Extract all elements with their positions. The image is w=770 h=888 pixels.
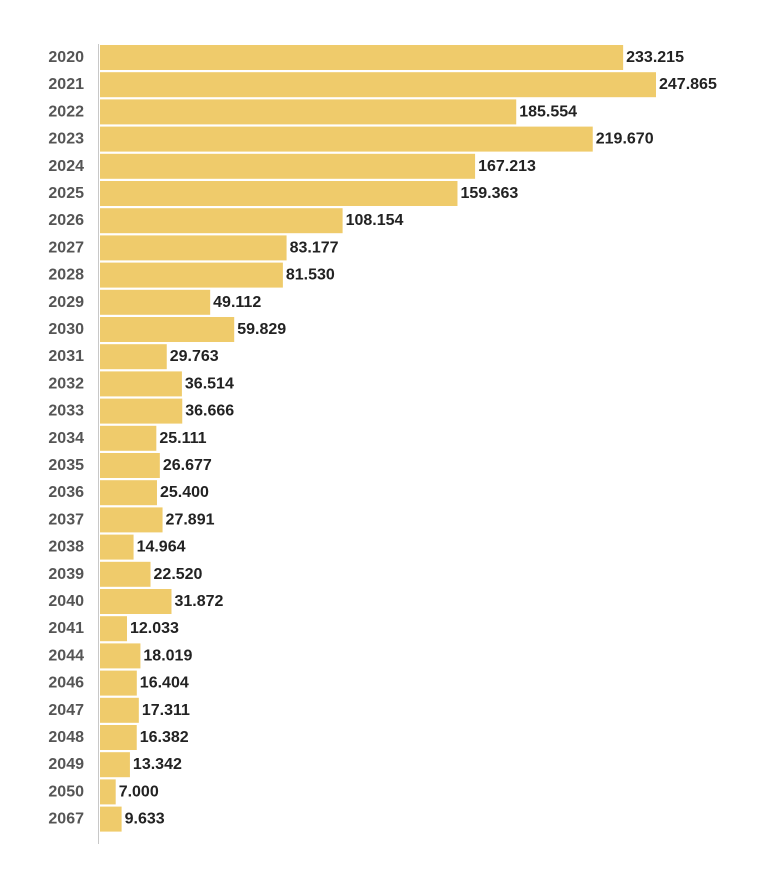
bar-2041	[100, 616, 127, 642]
bar-2040	[100, 589, 172, 614]
value-label-2025: 159.363	[460, 185, 518, 202]
value-label-2049: 13.342	[133, 756, 182, 773]
value-label-2028: 81.530	[286, 267, 335, 284]
bar-2025	[100, 181, 458, 206]
value-label-2021: 247.865	[659, 76, 717, 93]
bar-2035	[100, 453, 160, 478]
category-label-2050: 2050	[48, 783, 84, 800]
category-label-2038: 2038	[48, 539, 84, 556]
value-label-2035: 26.677	[163, 457, 212, 474]
value-label-2047: 17.311	[142, 702, 190, 719]
value-label-2029: 49.112	[213, 294, 261, 311]
bar-2038	[100, 534, 134, 560]
category-label-2037: 2037	[48, 511, 84, 528]
category-label-2027: 2027	[48, 239, 84, 256]
value-label-2026: 108.154	[346, 212, 404, 229]
bar-2022	[100, 99, 517, 125]
bar-2047	[100, 697, 139, 723]
category-label-2067: 2067	[48, 811, 84, 828]
value-label-2030: 59.829	[237, 321, 286, 338]
category-label-2020: 2020	[48, 49, 84, 66]
value-label-2032: 36.514	[185, 375, 234, 392]
bar-2031	[100, 344, 167, 370]
bar-2050	[100, 779, 116, 805]
category-label-2044: 2044	[48, 647, 84, 664]
category-label-2030: 2030	[48, 321, 84, 338]
bar-2026	[100, 208, 343, 234]
category-label-2032: 2032	[48, 375, 84, 392]
value-label-2024: 167.213	[478, 158, 536, 175]
bar-2037	[100, 507, 163, 533]
bar-2046	[100, 670, 137, 696]
category-label-2035: 2035	[48, 457, 84, 474]
category-label-2026: 2026	[48, 212, 84, 229]
value-label-2037: 27.891	[166, 511, 215, 528]
value-label-2022: 185.554	[519, 103, 577, 120]
value-label-2039: 22.520	[154, 566, 203, 583]
value-label-2040: 31.872	[174, 593, 223, 610]
value-labels: 233.215 247.865 185.554 219.670 167.213 159.3…	[119, 49, 717, 828]
value-label-2036: 25.400	[160, 484, 209, 501]
value-label-2048: 16.382	[140, 729, 189, 746]
value-label-2027: 83.177	[290, 239, 339, 256]
bar-2044	[100, 643, 141, 669]
bar-2028	[100, 262, 283, 288]
category-label-2036: 2036	[48, 484, 84, 501]
value-label-2067: 9.633	[125, 811, 165, 828]
bar-2048	[100, 725, 137, 750]
value-label-2020: 233.215	[626, 49, 684, 66]
value-label-2023: 219.670	[596, 131, 654, 148]
category-label-2025: 2025	[48, 185, 84, 202]
bar-2033	[100, 398, 183, 424]
category-label-2040: 2040	[48, 593, 84, 610]
bar-2049	[100, 752, 130, 778]
bars-layer	[100, 45, 656, 832]
category-label-2031: 2031	[48, 348, 84, 365]
category-label-2033: 2033	[48, 403, 84, 420]
value-label-2033: 36.666	[185, 403, 234, 420]
bar-2023	[100, 126, 593, 152]
category-label-2041: 2041	[48, 620, 84, 637]
category-label-2022: 2022	[48, 103, 84, 120]
bar-2030	[100, 317, 235, 342]
category-label-2023: 2023	[48, 131, 84, 148]
bar-2034	[100, 425, 157, 451]
value-label-2044: 18.019	[143, 647, 192, 664]
bar-2029	[100, 289, 211, 315]
value-label-2038: 14.964	[137, 539, 186, 556]
category-label-2046: 2046	[48, 675, 84, 692]
category-label-2047: 2047	[48, 702, 84, 719]
category-label-2039: 2039	[48, 566, 84, 583]
value-label-2046: 16.404	[140, 675, 189, 692]
value-label-2050: 7.000	[119, 783, 159, 800]
category-label-2029: 2029	[48, 294, 84, 311]
value-label-2041: 12.033	[130, 620, 179, 637]
category-label-2048: 2048	[48, 729, 84, 746]
category-labels: 2020 2021 2022 2023 2024 2025 2026 2027 2028 2029…	[48, 49, 84, 828]
bar-2027	[100, 235, 287, 261]
category-label-2028: 2028	[48, 267, 84, 284]
bar-2032	[100, 371, 182, 397]
bar-2036	[100, 480, 157, 506]
bar-2021	[100, 72, 656, 98]
category-label-2024: 2024	[48, 158, 84, 175]
bar-2039	[100, 561, 151, 587]
category-label-2034: 2034	[48, 430, 84, 447]
bar-2020	[100, 45, 624, 70]
bar-2024	[100, 153, 476, 179]
bar-2067	[100, 806, 122, 832]
value-label-2034: 25.111	[159, 430, 206, 447]
category-label-2021: 2021	[48, 76, 84, 93]
value-label-2031: 29.763	[170, 348, 219, 365]
category-label-2049: 2049	[48, 756, 84, 773]
